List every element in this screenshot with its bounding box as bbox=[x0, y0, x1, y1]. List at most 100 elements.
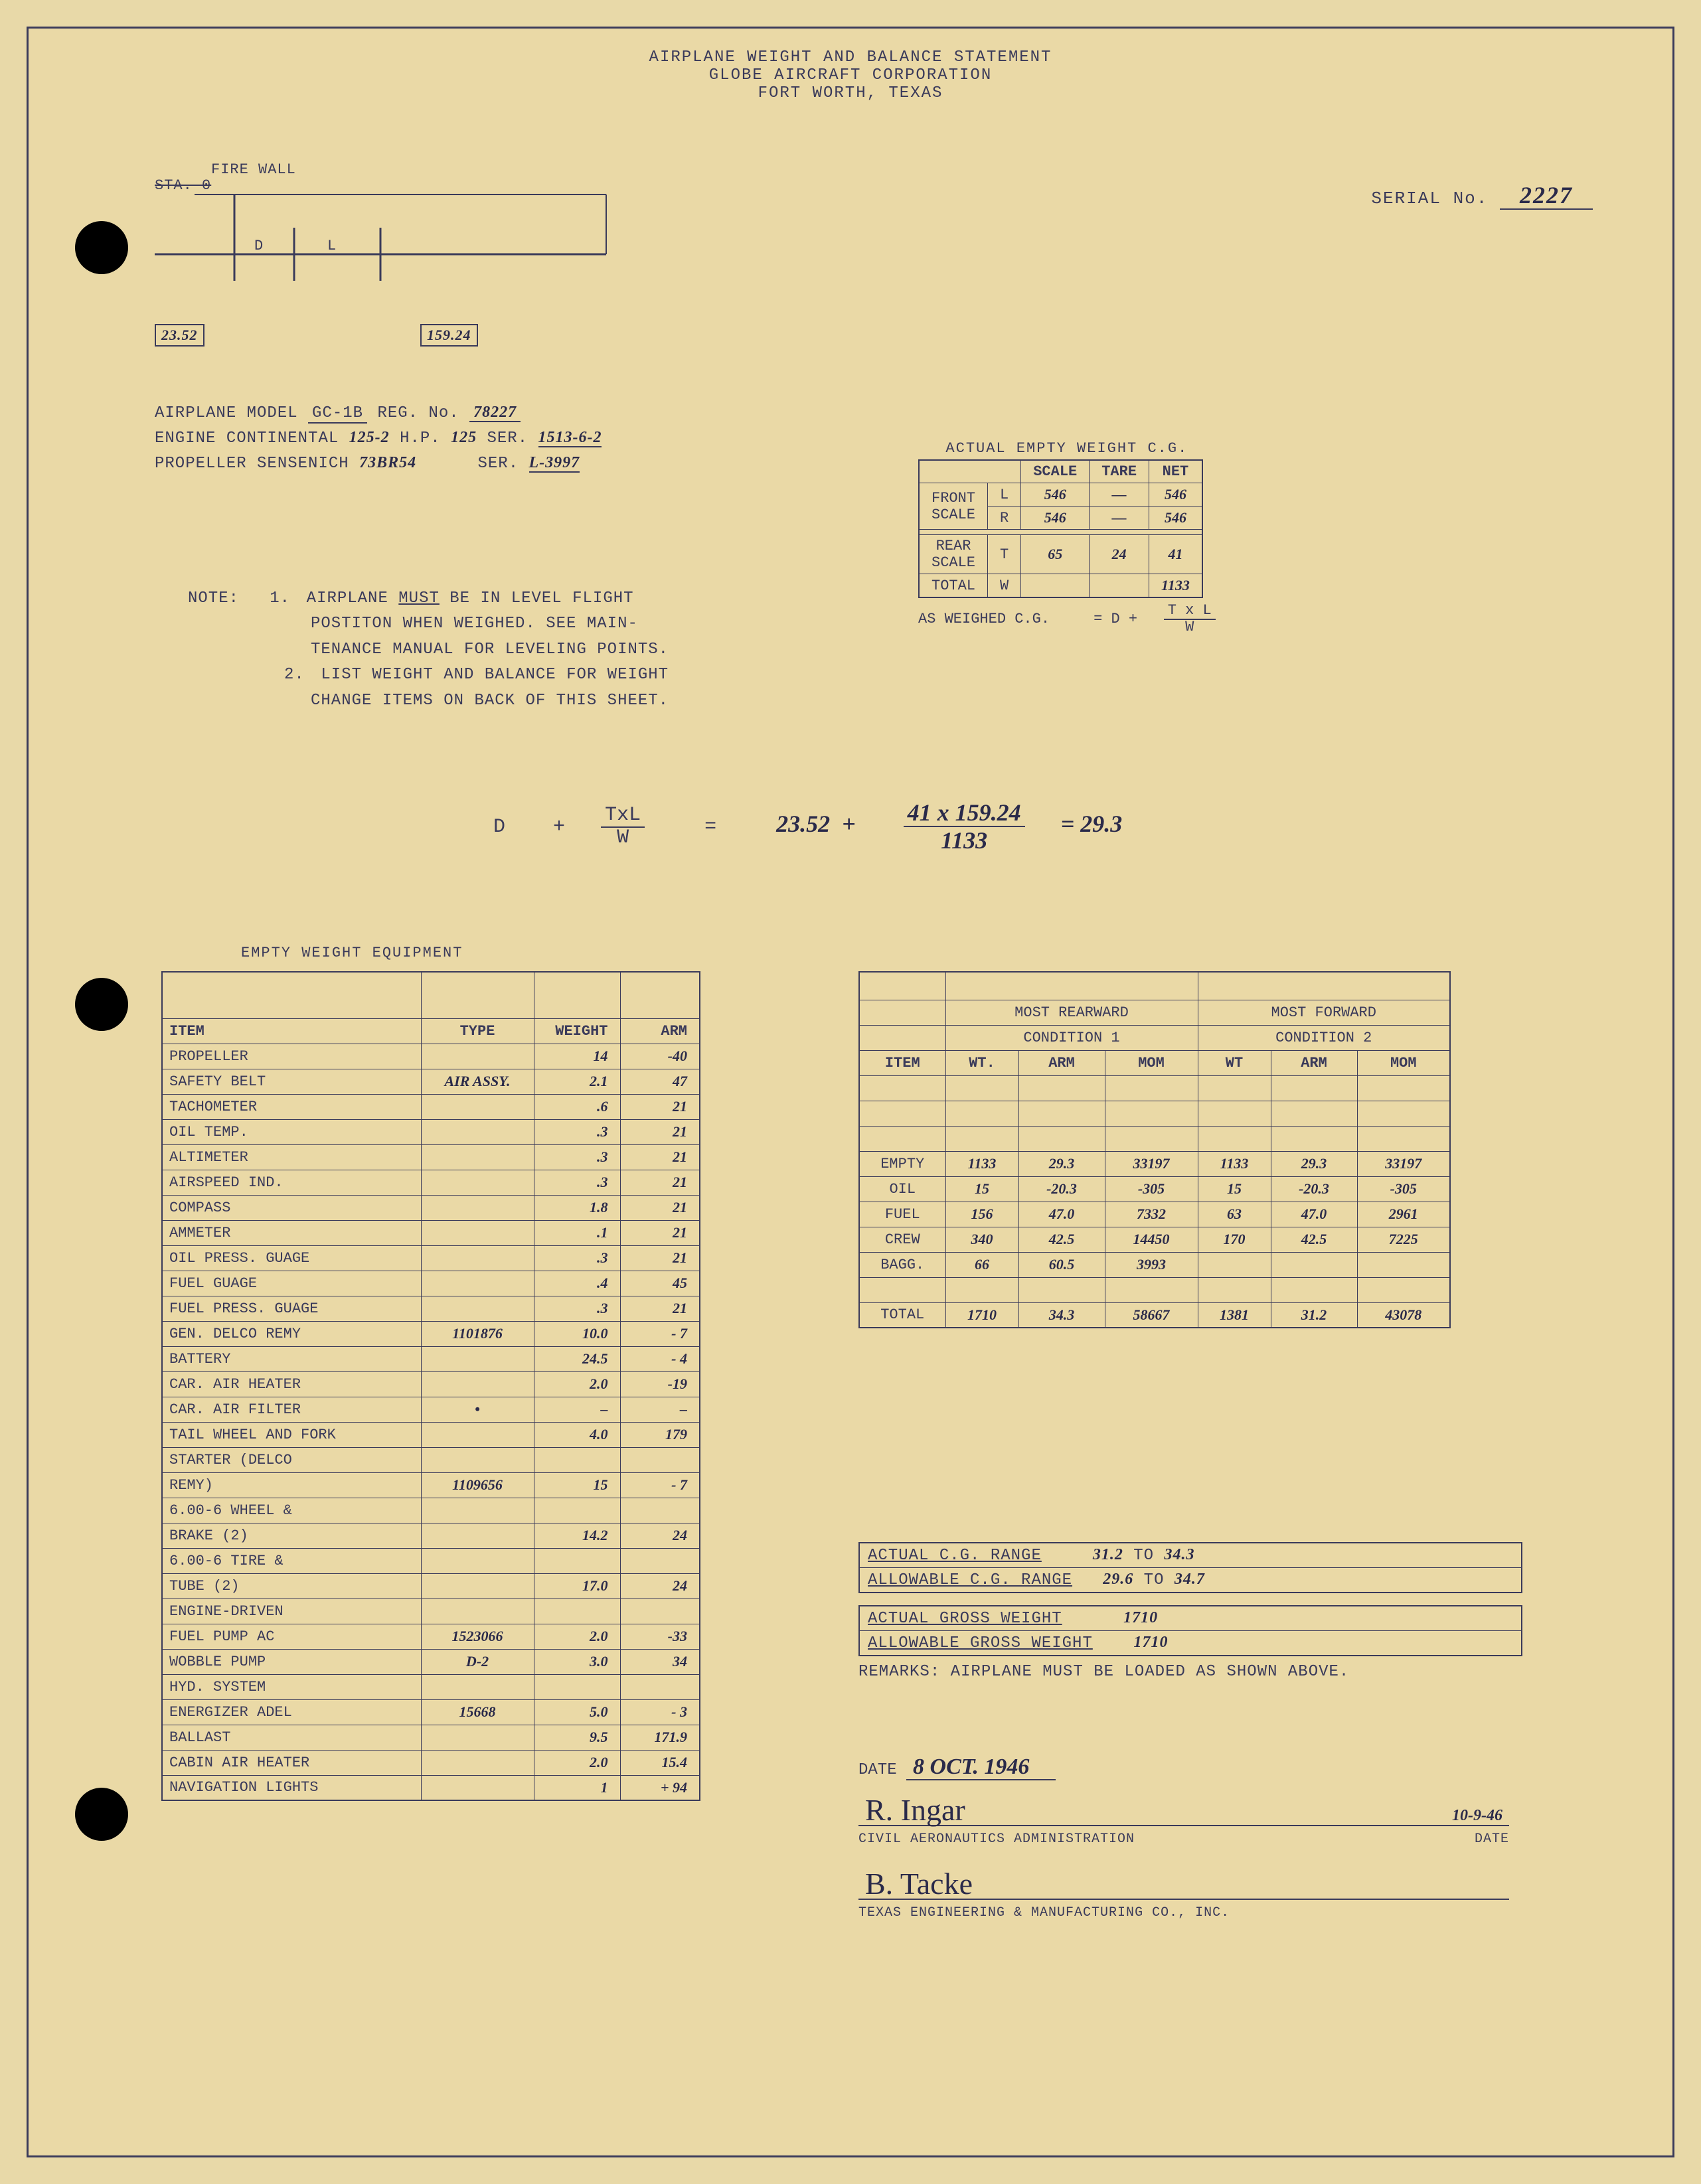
equip-wt: 2.0 bbox=[534, 1624, 620, 1649]
note-1b: MUST bbox=[398, 589, 440, 607]
cond-item: FUEL bbox=[859, 1202, 945, 1227]
signature-1-date: 10-9-46 bbox=[1452, 1807, 1502, 1825]
cond-item: BAGG. bbox=[859, 1252, 945, 1277]
cond-item: CREW bbox=[859, 1227, 945, 1252]
cond-wt1: 1133 bbox=[945, 1151, 1018, 1176]
cond-col-wt2: WT bbox=[1198, 1050, 1271, 1075]
date-value: 8 OCT. 1946 bbox=[906, 1755, 1056, 1780]
equip-type bbox=[421, 1195, 534, 1220]
equipment-row: FUEL PRESS. GUAGE.321 bbox=[162, 1296, 700, 1321]
cg-R-scale: 546 bbox=[1021, 507, 1090, 530]
cg-total-lbl: TOTAL bbox=[919, 574, 988, 598]
note-1d: POSTITON WHEN WEIGHED. SEE MAIN- bbox=[188, 611, 785, 637]
cond-arm2 bbox=[1271, 1252, 1357, 1277]
cond-item: OIL bbox=[859, 1176, 945, 1202]
mf-d: D bbox=[493, 816, 505, 838]
page: AIRPLANE WEIGHT AND BALANCE STATEMENT GL… bbox=[27, 27, 1674, 2157]
allow-gw: 1710 bbox=[1133, 1634, 1168, 1651]
equip-item: STARTER (DELCO bbox=[162, 1447, 421, 1472]
equip-arm: 171.9 bbox=[620, 1725, 700, 1750]
cond-row: CREW34042.51445017042.57225 bbox=[859, 1227, 1450, 1252]
equip-arm: 21 bbox=[620, 1245, 700, 1271]
equip-item: 6.00-6 WHEEL & bbox=[162, 1498, 421, 1523]
equip-type bbox=[421, 1750, 534, 1775]
equip-wt: 14 bbox=[534, 1044, 620, 1069]
cond-mom1: -305 bbox=[1105, 1176, 1198, 1202]
note-1a: AIRPLANE bbox=[307, 589, 388, 607]
equipment-row: AIRSPEED IND..321 bbox=[162, 1170, 700, 1195]
caa-label: CIVIL AERONAUTICS ADMINISTRATION bbox=[858, 1832, 1135, 1847]
equip-type bbox=[421, 1044, 534, 1069]
equip-type bbox=[421, 1775, 534, 1800]
actual-gw: 1710 bbox=[1123, 1609, 1158, 1626]
equip-arm: -40 bbox=[620, 1044, 700, 1069]
equip-wt: 4.0 bbox=[534, 1422, 620, 1447]
mf-eq: = bbox=[704, 816, 716, 838]
equip-wt bbox=[534, 1599, 620, 1624]
l-label: L bbox=[327, 238, 337, 254]
cg-rear: REAR bbox=[932, 538, 975, 554]
equipment-row: TAIL WHEEL AND FORK4.0179 bbox=[162, 1422, 700, 1447]
header-line1: AIRPLANE WEIGHT AND BALANCE STATEMENT bbox=[62, 48, 1639, 66]
equipment-row: NAVIGATION LIGHTS1+ 94 bbox=[162, 1775, 700, 1800]
equip-type bbox=[421, 1674, 534, 1699]
equipment-row: FUEL GUAGE.445 bbox=[162, 1271, 700, 1296]
actual-cg-to: 34.3 bbox=[1164, 1546, 1194, 1563]
equip-type: 1101876 bbox=[421, 1321, 534, 1346]
equip-item: OIL PRESS. GUAGE bbox=[162, 1245, 421, 1271]
equip-item: OIL TEMP. bbox=[162, 1119, 421, 1144]
equip-type bbox=[421, 1220, 534, 1245]
equip-item: BALLAST bbox=[162, 1725, 421, 1750]
cond-hdr-fwd: MOST FORWARD bbox=[1198, 1000, 1450, 1025]
equip-wt: .6 bbox=[534, 1094, 620, 1119]
equip-type bbox=[421, 1271, 534, 1296]
cond-blank-row bbox=[859, 1277, 1450, 1302]
equip-wt: .4 bbox=[534, 1271, 620, 1296]
cond-col-wt: WT. bbox=[945, 1050, 1018, 1075]
note-1e: TENANCE MANUAL FOR LEVELING POINTS. bbox=[188, 637, 785, 663]
equip-type bbox=[421, 1523, 534, 1548]
cond-mom2: 33197 bbox=[1357, 1151, 1450, 1176]
hp-label: H.P. bbox=[400, 429, 441, 447]
cg-scale-lbl2: SCALE bbox=[932, 554, 975, 571]
equip-type bbox=[421, 1296, 534, 1321]
equip-type: 1109656 bbox=[421, 1472, 534, 1498]
equip-wt: .3 bbox=[534, 1296, 620, 1321]
cond-row: EMPTY113329.333197113329.333197 bbox=[859, 1151, 1450, 1176]
punch-hole bbox=[75, 221, 128, 274]
cond-total-wt2: 1381 bbox=[1198, 1302, 1271, 1328]
cg-hdr-tare: TARE bbox=[1090, 460, 1149, 483]
equip-wt bbox=[534, 1447, 620, 1472]
cond-total-mom1: 58667 bbox=[1105, 1302, 1198, 1328]
cond-total-mom2: 43078 bbox=[1357, 1302, 1450, 1328]
equipment-row: BATTERY24.5- 4 bbox=[162, 1346, 700, 1371]
cond-col-arm2: ARM bbox=[1271, 1050, 1357, 1075]
equip-arm: 21 bbox=[620, 1296, 700, 1321]
equip-item: CAR. AIR FILTER bbox=[162, 1397, 421, 1422]
cond-total-row: TOTAL171034.358667138131.243078 bbox=[859, 1302, 1450, 1328]
cg-hdr-net: NET bbox=[1149, 460, 1202, 483]
equip-arm bbox=[620, 1674, 700, 1699]
equip-type bbox=[421, 1094, 534, 1119]
propeller-ser: L-3997 bbox=[529, 454, 580, 473]
equip-item: AMMETER bbox=[162, 1220, 421, 1245]
cg-formula-lbl: AS WEIGHED C.G. bbox=[918, 611, 1050, 627]
equip-type bbox=[421, 1573, 534, 1599]
equip-type: 15668 bbox=[421, 1699, 534, 1725]
equip-wt: 1 bbox=[534, 1775, 620, 1800]
equipment-row: STARTER (DELCO bbox=[162, 1447, 700, 1472]
equip-arm: 47 bbox=[620, 1069, 700, 1094]
cond-row: BAGG.6660.53993 bbox=[859, 1252, 1450, 1277]
cg-formula: AS WEIGHED C.G. = D + T x LW bbox=[918, 602, 1216, 635]
equip-arm: - 3 bbox=[620, 1699, 700, 1725]
cond-wt2: 63 bbox=[1198, 1202, 1271, 1227]
note-2a: LIST WEIGHT AND BALANCE FOR WEIGHT bbox=[321, 666, 669, 684]
reg-no: 78227 bbox=[469, 404, 521, 422]
equip-wt bbox=[534, 1498, 620, 1523]
cond-mom1: 14450 bbox=[1105, 1227, 1198, 1252]
cg-table: ACTUAL EMPTY WEIGHT C.G. SCALETARENET FR… bbox=[918, 440, 1216, 635]
equip-type bbox=[421, 1371, 534, 1397]
equipment-row: REMY)110965615- 7 bbox=[162, 1472, 700, 1498]
cg-L-scale: 546 bbox=[1021, 483, 1090, 507]
cond-arm1: -20.3 bbox=[1018, 1176, 1105, 1202]
